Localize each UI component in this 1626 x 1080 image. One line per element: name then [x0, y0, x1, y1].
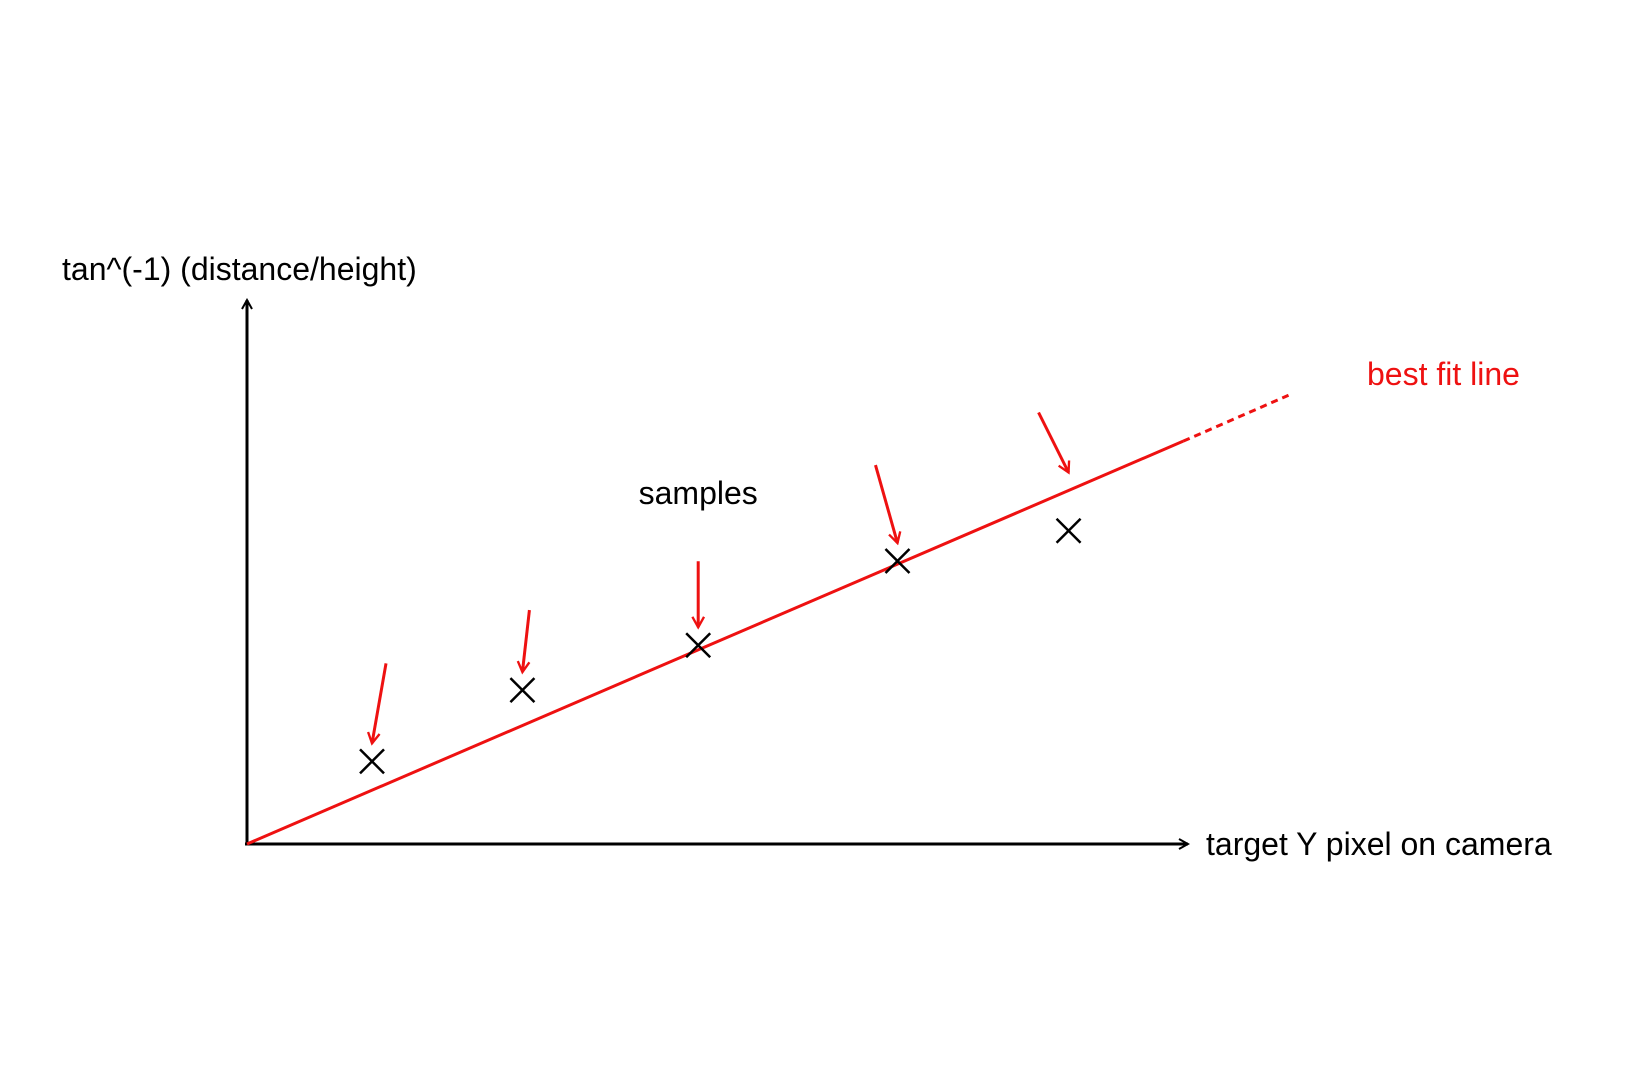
x-axis-label: target Y pixel on camera [1206, 826, 1552, 862]
sample-point [685, 632, 712, 659]
sample-point [884, 548, 911, 574]
samples-annotation: samples [639, 475, 758, 511]
points-layer [359, 517, 1082, 775]
y-axis-label: tan^(-1) (distance/height) [62, 251, 417, 287]
sample-point [359, 748, 385, 775]
sample-point [509, 677, 536, 703]
best-fit-line [246, 439, 1184, 846]
arrows-layer [372, 411, 1069, 744]
sample-arrow [372, 663, 388, 743]
best-fit-line-extension [1182, 393, 1290, 443]
sample-point [1055, 517, 1082, 544]
sample-arrow [522, 609, 531, 672]
sample-arrow [874, 464, 897, 543]
sample-arrow [1037, 411, 1069, 473]
best-fit-label: best fit line [1367, 356, 1520, 392]
